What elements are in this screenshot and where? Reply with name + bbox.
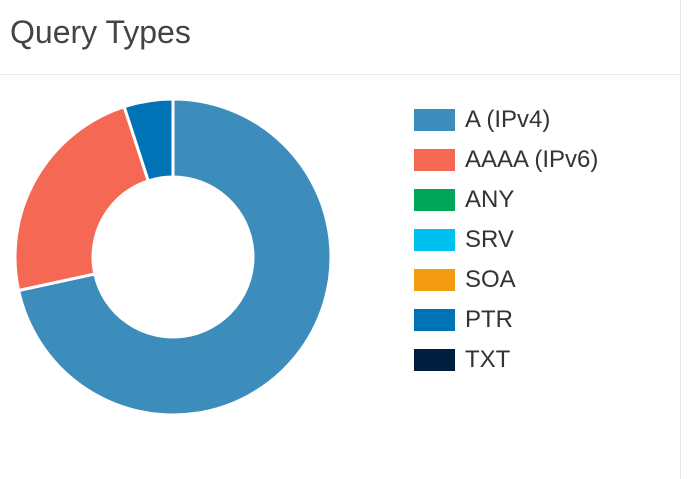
legend-label: AAAA (IPv6) — [465, 146, 598, 174]
legend-item[interactable]: ANY — [414, 180, 598, 220]
legend-item[interactable]: TXT — [414, 340, 598, 380]
legend-label: SRV — [465, 226, 514, 254]
legend-swatch — [414, 269, 455, 291]
panel-title: Query Types — [10, 12, 191, 52]
legend-item[interactable]: A (IPv4) — [414, 100, 598, 140]
legend-label: TXT — [465, 346, 510, 374]
legend-label: ANY — [465, 186, 514, 214]
legend-swatch — [414, 349, 455, 371]
legend-swatch — [414, 109, 455, 131]
legend-item[interactable]: AAAA (IPv6) — [414, 140, 598, 180]
legend-item[interactable]: SRV — [414, 220, 598, 260]
panel-header: Query Types — [0, 0, 680, 75]
legend-swatch — [414, 309, 455, 331]
query-types-panel: Query Types A (IPv4) AAAA (IPv6) ANY SRV SOA… — [0, 0, 681, 479]
legend-label: PTR — [465, 306, 513, 334]
legend-label: A (IPv4) — [465, 106, 550, 134]
legend-item[interactable]: SOA — [414, 260, 598, 300]
legend-swatch — [414, 229, 455, 251]
legend-swatch — [414, 149, 455, 171]
legend-swatch — [414, 189, 455, 211]
chart-legend: A (IPv4) AAAA (IPv6) ANY SRV SOA PTR TXT — [414, 100, 598, 380]
legend-item[interactable]: PTR — [414, 300, 598, 340]
legend-label: SOA — [465, 266, 516, 294]
query-types-donut-chart — [0, 75, 360, 435]
donut-slice-aaaa-ipv6[interactable] — [15, 107, 148, 291]
